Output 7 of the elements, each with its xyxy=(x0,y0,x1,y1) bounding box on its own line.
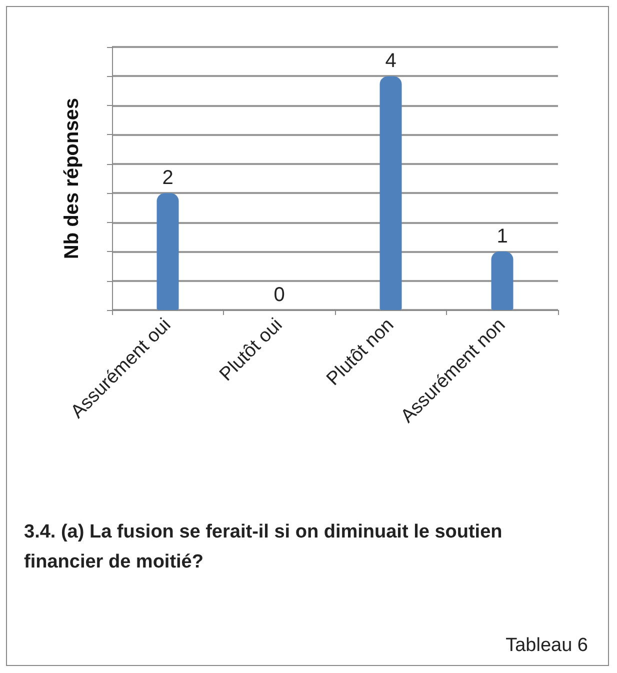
data-label: 4 xyxy=(385,50,396,72)
data-label: 0 xyxy=(274,284,285,306)
data-label: 1 xyxy=(496,226,508,248)
text: 3.4. (a) La fusion se ferait-il si on diminuait le soutien financier de moitié? xyxy=(24,522,508,572)
data-label: 2 xyxy=(162,167,174,190)
text: Tableau 6 xyxy=(506,635,588,656)
y-axis-title: Nb des réponses xyxy=(61,98,83,260)
